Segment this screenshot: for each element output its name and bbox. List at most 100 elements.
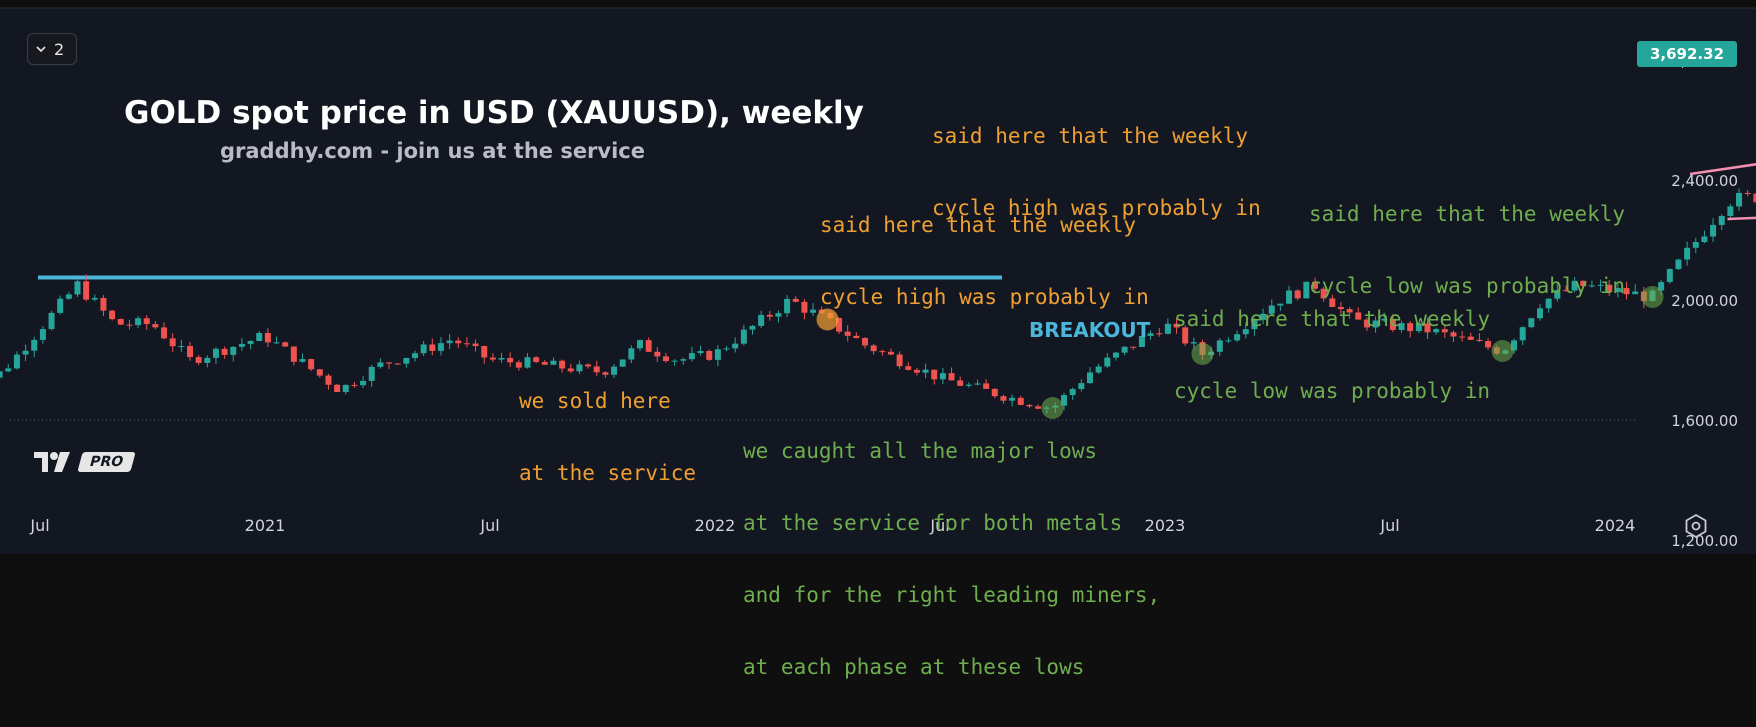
- current-price-label: 3,692.32: [1637, 41, 1737, 67]
- indicator-count: 2: [54, 40, 64, 59]
- candle-body: [239, 344, 245, 347]
- candle-body: [741, 330, 747, 344]
- hexagon-settings-icon[interactable]: [1683, 513, 1709, 539]
- chart-subtitle: graddhy.com - join us at the service: [220, 139, 645, 163]
- candle-body: [0, 371, 3, 377]
- annotation-line: at the service: [519, 461, 696, 485]
- chart-frame: 3,600.003,200.002,800.002,400.002,000.00…: [0, 0, 1756, 554]
- candle-body: [1632, 291, 1638, 294]
- candle-body: [914, 370, 920, 373]
- candle-body: [1727, 206, 1733, 216]
- candle-body: [421, 344, 427, 353]
- candle-body: [793, 299, 799, 302]
- x-tick-label: Jul: [1379, 516, 1399, 535]
- y-tick-label: 1,600.00: [1671, 412, 1738, 430]
- candle-body: [1719, 216, 1725, 225]
- annotation-line: said here that the weekly: [1309, 202, 1625, 226]
- candle-up: [1667, 268, 1673, 283]
- tradingview-logo[interactable]: PRO: [32, 449, 133, 475]
- candle-body: [481, 346, 487, 357]
- candle-body: [801, 302, 807, 313]
- candle-body: [931, 370, 937, 380]
- candle-body: [949, 373, 955, 380]
- y-tick-label: 2,400.00: [1671, 172, 1738, 190]
- annotation-cycle-low-2024: said here that the weekly cycle low was …: [1174, 259, 1490, 451]
- breakout-label: BREAKOUT: [1029, 318, 1150, 342]
- candle-body: [490, 357, 496, 359]
- candle-body: [23, 351, 29, 355]
- candle-body: [75, 281, 81, 294]
- candle-body: [1096, 367, 1102, 373]
- candle-body: [1701, 236, 1707, 242]
- candle-body: [178, 346, 184, 347]
- annotation-line: we caught all the major lows: [743, 439, 1160, 463]
- candle-body: [464, 343, 470, 344]
- candle-body: [706, 351, 712, 360]
- candle-body: [1675, 260, 1681, 270]
- annotation-line: said here that the weekly: [1174, 307, 1490, 331]
- candle-body: [750, 326, 756, 330]
- candle-body: [1736, 193, 1742, 206]
- candle-body: [66, 294, 72, 298]
- candle-down: [118, 318, 124, 325]
- candle-body: [983, 383, 989, 388]
- candle-body: [1104, 358, 1110, 367]
- candle-body: [14, 355, 20, 369]
- candle-body: [1087, 372, 1093, 383]
- candle-body: [403, 358, 409, 364]
- candle-body: [265, 333, 271, 342]
- candle-body: [57, 299, 63, 313]
- candle-body: [196, 357, 202, 363]
- annotation-line: and for the right leading miners,: [743, 583, 1160, 607]
- candle-up: [75, 279, 81, 297]
- candle-body: [1165, 324, 1171, 334]
- candle-body: [412, 353, 418, 358]
- annotation-line: at the service for both metals: [743, 511, 1160, 535]
- candle-body: [291, 347, 297, 362]
- candle-body: [40, 329, 46, 340]
- candle-body: [300, 359, 306, 362]
- candle-up: [49, 311, 55, 330]
- candle-body: [334, 385, 340, 392]
- candle-down: [706, 350, 712, 361]
- y-tick-label: 2,000.00: [1671, 292, 1738, 310]
- candle-body: [135, 318, 141, 325]
- x-tick-label: 2022: [695, 516, 736, 535]
- candle-body: [758, 315, 764, 326]
- x-tick-label: 2021: [245, 516, 286, 535]
- candle-body: [49, 313, 55, 329]
- candle-body: [204, 358, 210, 363]
- candle-body: [187, 346, 193, 357]
- annotation-line: cycle low was probably in: [1174, 379, 1490, 403]
- candle-body: [308, 359, 314, 369]
- candle-body: [144, 318, 150, 324]
- annotation-line: said here that the weekly: [932, 124, 1261, 148]
- candle-body: [1710, 225, 1716, 237]
- candle-body: [31, 340, 37, 351]
- candle-body: [923, 370, 929, 373]
- candle-body: [775, 313, 781, 316]
- indicator-collapse-button[interactable]: 2: [27, 33, 77, 65]
- candle-body: [118, 319, 124, 325]
- candle-body: [248, 341, 254, 344]
- candle-up: [1675, 259, 1681, 270]
- candle-body: [715, 349, 721, 360]
- candle-body: [724, 348, 730, 349]
- candle-body: [1745, 193, 1751, 194]
- annotation-major-lows: we caught all the major lows at the serv…: [743, 391, 1160, 727]
- candle-body: [369, 367, 375, 381]
- candle-body: [957, 380, 963, 385]
- candle-body: [810, 310, 816, 313]
- x-tick-label: Jul: [29, 516, 49, 535]
- candle-body: [282, 342, 288, 346]
- candle-body: [222, 349, 228, 355]
- candle-body: [109, 311, 115, 319]
- candle-body: [1078, 383, 1084, 389]
- candle-body: [274, 342, 280, 343]
- candle-body: [343, 385, 349, 392]
- candle-body: [230, 347, 236, 355]
- candle-body: [377, 362, 383, 366]
- candle-body: [455, 341, 461, 344]
- annotation-sold: we sold here at the service: [519, 341, 696, 533]
- candle-down: [109, 310, 115, 321]
